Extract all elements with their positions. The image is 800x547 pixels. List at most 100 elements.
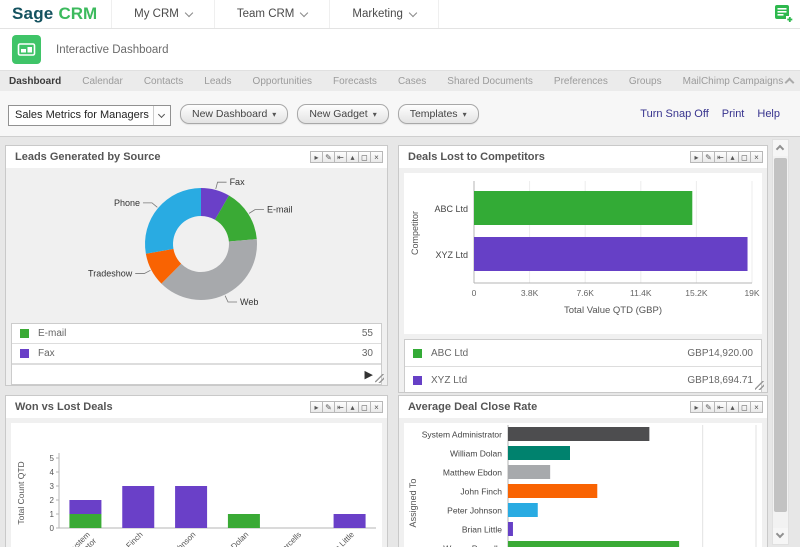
x-category-label: William Dolan xyxy=(209,530,250,547)
vertical-scrollbar[interactable] xyxy=(772,139,789,545)
gadget-header: Won vs Lost Deals ▸ ✎ ⇤ ▴ ◻ × xyxy=(6,396,387,417)
dashboard-content: Leads Generated by Source ▸ ✎ ⇤ ▴ ◻ × Fax E-ma… xyxy=(0,137,800,547)
tab-preferences[interactable]: Preferences xyxy=(553,75,608,87)
donut-slice-fax[interactable] xyxy=(201,188,229,220)
brand-sage: Sage xyxy=(12,4,54,23)
toolbar-links: Turn Snap Off Print Help xyxy=(640,108,780,120)
bar-peter-johnson[interactable] xyxy=(508,503,538,517)
menu-my-crm[interactable]: My CRM xyxy=(111,0,214,28)
donut-slice-phone[interactable] xyxy=(145,188,201,254)
chevron-down-icon xyxy=(408,8,418,17)
legend-row-abc-ltd[interactable]: ABC Ltd GBP14,920.00 xyxy=(405,340,761,367)
scroll-down-icon[interactable] xyxy=(773,528,788,544)
tab-leads[interactable]: Leads xyxy=(204,75,232,87)
legend-next-page-button[interactable]: ▶ xyxy=(12,364,381,384)
donut-slice-web[interactable] xyxy=(161,239,257,300)
tab-mailchimp-campaigns[interactable]: MailChimp Campaigns xyxy=(682,75,784,87)
tabs-collapse-chevron-icon[interactable] xyxy=(784,77,795,88)
sage-crm-logo[interactable]: Sage CRM xyxy=(0,0,111,28)
close-icon[interactable]: × xyxy=(750,150,763,163)
maximize-icon[interactable]: ◻ xyxy=(358,150,371,163)
bar-abc-ltd[interactable] xyxy=(474,191,693,225)
tab-groups[interactable]: Groups xyxy=(628,75,662,87)
top-nav: Sage CRM My CRM Team CRM Marketing xyxy=(0,0,800,29)
bar-matthew-ebdon[interactable] xyxy=(508,465,551,479)
legend-row-fax[interactable]: Fax 30 xyxy=(12,344,381,364)
bar-william-dolan[interactable] xyxy=(508,446,570,460)
help-link[interactable]: Help xyxy=(757,108,780,120)
legend-swatch xyxy=(413,376,422,385)
gadget-leads-generated-by-source: Leads Generated by Source ▸ ✎ ⇤ ▴ ◻ × Fax E-ma… xyxy=(5,145,388,386)
x-tick-label: 0 xyxy=(472,288,477,298)
bar-john-finch[interactable] xyxy=(508,484,598,498)
collapse-icon[interactable]: ▴ xyxy=(346,150,359,163)
legend-swatch xyxy=(413,348,422,358)
legend-table: E-mail 55 Fax 30 ▶ xyxy=(11,323,382,385)
dock-icon[interactable]: ⇤ xyxy=(334,400,347,413)
gadget-title: Won vs Lost Deals xyxy=(15,400,113,413)
scroll-up-icon[interactable] xyxy=(773,140,788,156)
tab-calendar[interactable]: Calendar xyxy=(82,75,123,87)
tab-cases[interactable]: Cases xyxy=(397,75,427,87)
note-add-icon[interactable] xyxy=(773,4,793,24)
edit-icon[interactable]: ✎ xyxy=(702,150,715,163)
y-axis-title: Competitor xyxy=(410,211,420,255)
bar-wayne-parcells[interactable] xyxy=(508,541,680,547)
resize-handle-icon[interactable] xyxy=(375,374,384,383)
bar-chart-svg: 0 3.8K 7.6K 11.4K 15.2K 19K ABC Ltd XYZ Ltd Comp… xyxy=(410,181,760,316)
donut-slice-label: Fax xyxy=(230,177,246,187)
new-dashboard-button[interactable]: New Dashboard ▾ xyxy=(180,104,289,124)
y-axis-title: Assigned To xyxy=(408,479,418,528)
menu-label: Marketing xyxy=(352,8,403,20)
tab-forecasts[interactable]: Forecasts xyxy=(333,75,377,87)
dock-icon[interactable]: ⇤ xyxy=(714,400,727,413)
gadget-body: Fax E-mail Web Tradeshow Phone E-mail 55 Fax 30… xyxy=(6,168,387,385)
tab-shared-documents[interactable]: Shared Documents xyxy=(447,75,533,87)
menu-marketing[interactable]: Marketing xyxy=(329,0,439,28)
tab-opportunities[interactable]: Opportunities xyxy=(252,75,313,87)
resize-handle-icon[interactable] xyxy=(755,381,764,390)
legend-swatch xyxy=(20,349,29,358)
menu-team-crm[interactable]: Team CRM xyxy=(213,0,330,28)
note-add-glyph xyxy=(775,5,793,23)
close-icon[interactable]: × xyxy=(750,400,763,413)
bar-system-administrator-won[interactable] xyxy=(69,514,102,528)
tab-contacts[interactable]: Contacts xyxy=(143,75,184,87)
print-link[interactable]: Print xyxy=(721,108,745,120)
run-icon[interactable]: ▸ xyxy=(310,150,323,163)
donut-slice-label: Tradeshow xyxy=(88,269,133,279)
bar-xyz-ltd[interactable] xyxy=(474,237,748,271)
bar-system-administrator-lost[interactable] xyxy=(69,500,102,514)
chevron-down-icon xyxy=(300,8,309,17)
templates-button[interactable]: Templates ▾ xyxy=(397,104,479,124)
select-chevron-icon[interactable] xyxy=(153,106,170,125)
close-icon[interactable]: × xyxy=(370,150,383,163)
dashboard-select[interactable]: Sales Metrics for Managers xyxy=(8,105,171,126)
run-icon[interactable]: ▸ xyxy=(690,400,703,413)
donut-slice-e-mail[interactable] xyxy=(215,195,257,242)
bar-peter-johnson-lost[interactable] xyxy=(175,486,208,528)
donut-slice-tradeshow[interactable] xyxy=(145,248,182,284)
turn-snap-off-link[interactable]: Turn Snap Off xyxy=(640,108,709,120)
gadget-header: Average Deal Close Rate ▸ ✎ ⇤ ▴ ◻ × xyxy=(399,396,767,417)
bar-william-dolan-won[interactable] xyxy=(227,514,260,528)
legend-row-e-mail[interactable]: E-mail 55 xyxy=(12,324,381,344)
legend-row-xyz-ltd[interactable]: XYZ Ltd GBP18,694.71 xyxy=(405,367,761,392)
donut-label-line xyxy=(248,209,264,214)
x-tick-label: 3.8K xyxy=(521,288,539,298)
gadget-deals-lost-to-competitors: Deals Lost to Competitors ▸ ✎ ⇤ ▴ ◻ × 0 3.8K 7.… xyxy=(398,145,768,393)
new-gadget-button[interactable]: New Gadget ▾ xyxy=(297,104,389,124)
tab-dashboard[interactable]: Dashboard xyxy=(9,75,62,87)
x-axis-title: Total Value QTD (GBP) xyxy=(564,305,662,316)
y-category-label: Wayne Parcells xyxy=(443,544,502,547)
bar-brian-little[interactable] xyxy=(508,522,513,536)
scrollbar-thumb[interactable] xyxy=(774,158,787,512)
bar-john-finch-lost[interactable] xyxy=(122,486,155,528)
close-icon[interactable]: × xyxy=(370,400,383,413)
legend-swatch xyxy=(20,329,29,338)
chevron-down-icon: ▾ xyxy=(462,110,467,119)
bar-brian-little-lost[interactable] xyxy=(333,514,366,528)
bar-system-administrator[interactable] xyxy=(508,427,650,441)
x-tick-label: 19K xyxy=(744,288,759,298)
